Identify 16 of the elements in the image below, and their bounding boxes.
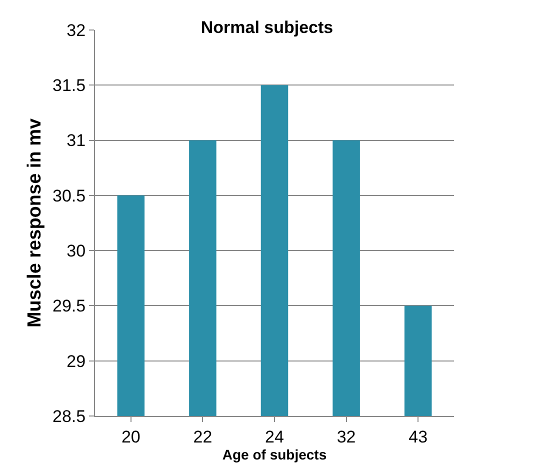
y-tick-label: 31.5 [52, 76, 86, 96]
y-axis-title: Muscle response in mv [24, 118, 46, 328]
y-tick-label: 28.5 [52, 406, 86, 426]
chart-title: Normal subjects [200, 18, 334, 38]
x-tick-label: 43 [408, 427, 428, 446]
y-tick-label: 32 [66, 20, 86, 40]
y-tick-label: 29.5 [52, 296, 86, 316]
y-tick-label: 29 [66, 352, 86, 371]
x-tick-label: 20 [121, 427, 140, 446]
y-tick-label: 31 [66, 131, 86, 150]
y-tick-label: 30 [66, 242, 86, 261]
y-tick-label: 30.5 [52, 186, 86, 206]
x-tick-label: 32 [336, 427, 356, 446]
x-axis-title: Age of subjects [222, 446, 327, 462]
x-tick-label: 22 [193, 427, 212, 446]
x-tick-label: 24 [265, 427, 284, 446]
